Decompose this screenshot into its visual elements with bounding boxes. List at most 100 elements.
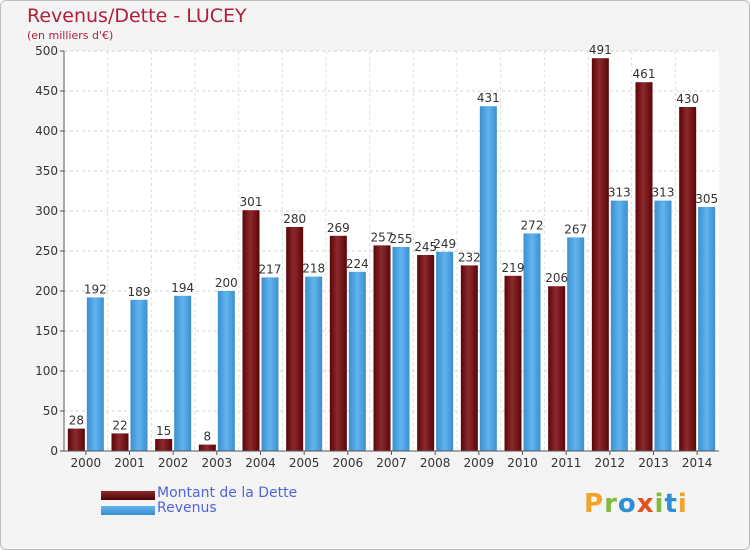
bar-revenus-2002 — [174, 295, 192, 451]
bar-dette-2008 — [417, 255, 435, 451]
x-tick-label-2011: 2011 — [551, 456, 582, 470]
bar-revenus-2000 — [86, 297, 104, 451]
data-label-dette-2013: 461 — [633, 67, 656, 81]
data-label-dette-2010: 219 — [502, 261, 525, 275]
legend-swatch-dette — [101, 491, 155, 500]
bar-revenus-2006 — [348, 271, 366, 451]
data-label-revenus-2008: 249 — [433, 237, 456, 251]
y-tick-label: 50 — [43, 404, 58, 418]
x-tick-label-2001: 2001 — [114, 456, 145, 470]
bar-dette-2007 — [373, 245, 391, 451]
data-label-revenus-2000: 192 — [84, 282, 107, 296]
chart-title: Revenus/Dette - LUCEY — [27, 5, 247, 27]
x-tick-label-2002: 2002 — [158, 456, 189, 470]
legend-label-revenus: Revenus — [157, 500, 217, 516]
chart-subtitle: (en milliers d'€) — [27, 29, 114, 42]
data-label-revenus-2007: 255 — [390, 232, 413, 246]
x-tick-label-2014: 2014 — [682, 456, 713, 470]
bar-dette-2000 — [67, 428, 85, 451]
bar-dette-2011 — [548, 286, 566, 451]
bar-revenus-2007 — [392, 247, 410, 451]
x-tick-label-2000: 2000 — [71, 456, 102, 470]
y-tick-label: 150 — [35, 324, 58, 338]
x-tick-label-2007: 2007 — [376, 456, 407, 470]
logo-letter: t — [664, 489, 678, 519]
data-label-dette-2006: 269 — [327, 221, 350, 235]
data-label-revenus-2004: 217 — [259, 262, 282, 276]
data-label-revenus-2003: 200 — [215, 276, 238, 290]
x-tick-label-2003: 2003 — [202, 456, 233, 470]
bar-revenus-2009 — [479, 106, 497, 451]
bar-dette-2002 — [155, 439, 173, 451]
y-tick-label: 250 — [35, 244, 58, 258]
proxiti-logo: Proxiti — [584, 489, 688, 519]
data-label-dette-2005: 280 — [283, 212, 306, 226]
y-tick-label: 300 — [35, 204, 58, 218]
data-label-revenus-2005: 218 — [302, 262, 325, 276]
x-tick-label-2009: 2009 — [464, 456, 495, 470]
bar-dette-2004 — [242, 210, 260, 451]
logo-letter: i — [677, 489, 688, 519]
bar-revenus-2008 — [436, 251, 454, 451]
bar-revenus-2005 — [305, 276, 323, 451]
data-label-dette-2003: 8 — [204, 430, 212, 444]
bar-revenus-2001 — [130, 299, 148, 451]
y-tick-label: 400 — [35, 124, 58, 138]
bar-revenus-2012 — [610, 200, 628, 451]
x-tick-label-2012: 2012 — [595, 456, 626, 470]
bar-dette-2010 — [504, 275, 522, 451]
bar-revenus-2011 — [567, 237, 585, 451]
y-tick-label: 500 — [35, 44, 58, 58]
x-tick-label-2006: 2006 — [333, 456, 364, 470]
bar-dette-2009 — [460, 265, 478, 451]
data-label-revenus-2002: 194 — [171, 281, 194, 295]
y-tick-label: 0 — [50, 444, 58, 458]
bar-dette-2005 — [286, 227, 304, 451]
y-tick-label: 100 — [35, 364, 58, 378]
logo-letter: x — [636, 489, 655, 519]
y-tick-label: 200 — [35, 284, 58, 298]
data-label-dette-2008: 245 — [414, 240, 437, 254]
logo-letter: r — [604, 489, 618, 519]
bar-revenus-2014 — [698, 207, 716, 451]
data-label-dette-2011: 206 — [545, 271, 568, 285]
bar-dette-2012 — [591, 58, 609, 451]
bar-dette-2013 — [635, 82, 653, 451]
x-tick-label-2008: 2008 — [420, 456, 451, 470]
bar-dette-2001 — [111, 433, 129, 451]
data-label-dette-2004: 301 — [240, 195, 263, 209]
data-label-revenus-2001: 189 — [128, 285, 151, 299]
data-label-dette-2001: 22 — [112, 418, 127, 432]
x-tick-label-2005: 2005 — [289, 456, 320, 470]
data-label-dette-2007: 257 — [371, 230, 394, 244]
logo-letter: P — [584, 489, 605, 519]
legend-label-dette: Montant de la Dette — [157, 485, 298, 501]
bar-revenus-2013 — [654, 200, 672, 451]
data-label-dette-2002: 15 — [156, 424, 171, 438]
data-label-revenus-2006: 224 — [346, 257, 369, 271]
y-tick-label: 450 — [35, 84, 58, 98]
logo-letter: i — [654, 489, 665, 519]
bar-revenus-2004 — [261, 277, 279, 451]
data-label-dette-2000: 28 — [69, 414, 84, 428]
logo-letter: o — [617, 489, 637, 519]
data-label-dette-2014: 430 — [676, 92, 699, 106]
bar-dette-2006 — [329, 235, 347, 451]
bar-dette-2014 — [679, 107, 697, 451]
x-tick-label-2004: 2004 — [245, 456, 276, 470]
data-label-revenus-2010: 272 — [521, 218, 544, 232]
data-label-revenus-2009: 431 — [477, 91, 500, 105]
legend-swatch-revenus — [101, 506, 155, 515]
bar-revenus-2003 — [217, 291, 235, 451]
y-tick-label: 350 — [35, 164, 58, 178]
x-tick-label-2013: 2013 — [638, 456, 669, 470]
bar-revenus-2010 — [523, 233, 541, 451]
data-label-revenus-2011: 267 — [564, 222, 587, 236]
x-tick-label-2010: 2010 — [507, 456, 538, 470]
data-label-dette-2009: 232 — [458, 250, 481, 264]
data-label-revenus-2013: 313 — [652, 186, 675, 200]
bar-dette-2003 — [198, 444, 216, 451]
data-label-dette-2012: 491 — [589, 43, 612, 57]
